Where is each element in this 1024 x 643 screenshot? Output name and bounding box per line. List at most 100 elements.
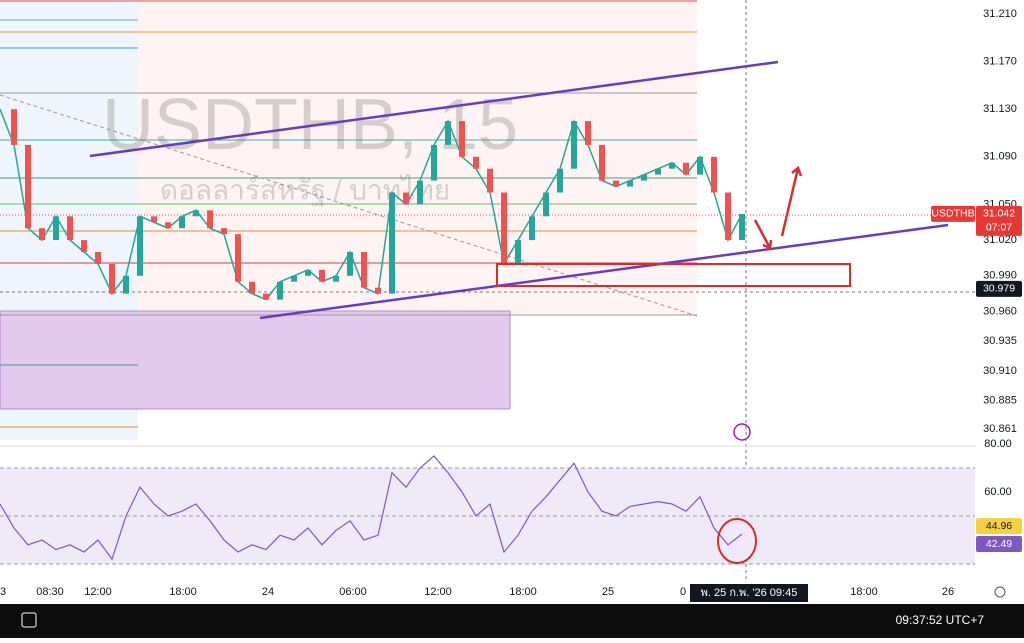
candle	[347, 252, 353, 276]
candle	[697, 156, 703, 175]
candle	[277, 281, 283, 300]
candle	[739, 213, 745, 241]
price-tick-label: 30.910	[983, 365, 1017, 377]
candle	[543, 192, 549, 217]
candle	[613, 180, 619, 187]
clock: 09:37:52 UTC+7	[896, 613, 985, 627]
candle	[501, 192, 507, 264]
time-label: 26	[942, 586, 954, 598]
candle	[711, 156, 717, 193]
candle	[459, 121, 465, 157]
candle	[361, 252, 367, 288]
candle	[53, 216, 59, 241]
price-tick-label: 31.090	[983, 151, 1017, 163]
candle	[333, 275, 339, 282]
price-tick-label: 30.885	[983, 395, 1017, 407]
candle	[165, 222, 171, 229]
price-tick-label: 30.935	[983, 335, 1017, 347]
candle	[431, 144, 437, 181]
symbol-badge: USDTHB	[931, 208, 974, 220]
candle	[179, 216, 185, 229]
highlight-circle	[717, 518, 757, 564]
candle	[95, 252, 101, 264]
zone-box	[496, 263, 851, 287]
candle	[207, 210, 213, 229]
candle	[403, 192, 409, 205]
time-label: 18:00	[850, 586, 878, 598]
candle	[319, 269, 325, 282]
time-label: 06:00	[339, 586, 367, 598]
demand-zone	[0, 310, 511, 410]
rsi-line	[0, 455, 743, 561]
rsi-ma-badge: 44.96	[986, 520, 1012, 532]
time-cursor: พ. 25 ก.พ. '26 09:45	[701, 587, 798, 599]
candle	[557, 168, 563, 193]
candle	[305, 269, 311, 276]
candle	[683, 162, 689, 175]
candle	[123, 275, 129, 294]
arrows	[753, 165, 803, 250]
time-label: 18:00	[169, 586, 197, 598]
rsi-tick-label: 80.00	[984, 438, 1012, 450]
candle	[11, 109, 17, 145]
price-tick-label: 31.130	[983, 103, 1017, 115]
candle	[655, 168, 661, 175]
rsi-badge: 42.49	[986, 538, 1012, 550]
candle	[585, 121, 591, 145]
candle	[291, 275, 297, 282]
price-tick-label: 30.990	[983, 270, 1017, 282]
candle	[669, 162, 675, 169]
price-tick-label: 31.020	[983, 234, 1017, 246]
countdown: 07:07	[986, 222, 1012, 234]
time-label: 3	[0, 586, 6, 598]
candle	[375, 287, 381, 294]
rsi-plot	[0, 455, 743, 561]
countdown-bg	[976, 219, 1022, 236]
candle	[137, 216, 143, 276]
time-label: 25	[602, 586, 614, 598]
price-tick-label: 30.861	[983, 423, 1017, 435]
price-tick-label: 31.170	[983, 56, 1017, 68]
panel-button[interactable]	[21, 612, 37, 628]
rsi-badge-bg	[976, 536, 1022, 553]
time-label: 12:00	[84, 586, 112, 598]
time-label: 24	[262, 586, 274, 598]
candle	[529, 216, 535, 241]
candle	[25, 144, 31, 229]
candle	[571, 121, 577, 169]
price-tick-label: 31.210	[983, 8, 1017, 20]
candle	[151, 216, 157, 223]
crosshair-price: 30.979	[983, 283, 1015, 295]
candle	[417, 180, 423, 205]
candle	[221, 228, 227, 235]
alert-icon[interactable]	[733, 423, 751, 441]
settings-icon[interactable]	[994, 586, 1006, 598]
crosshair-price-bg	[976, 280, 1022, 297]
candle	[389, 192, 395, 294]
candle	[235, 234, 241, 282]
candle	[109, 263, 115, 294]
trend-line	[89, 60, 779, 158]
candle	[249, 281, 255, 294]
trend-line	[259, 223, 949, 320]
candle	[641, 174, 647, 181]
candle	[81, 240, 87, 252]
last-price-bg	[976, 205, 1022, 222]
candle	[725, 192, 731, 241]
candle	[627, 180, 633, 187]
candle	[193, 210, 199, 217]
time-label: 08:30	[36, 586, 64, 598]
fib-levels	[0, 0, 975, 580]
time-label: 18:00	[509, 586, 537, 598]
candle	[39, 228, 45, 241]
bottom-bar	[0, 604, 1024, 638]
candle	[487, 168, 493, 193]
candle	[263, 293, 269, 300]
axes: 31.21031.17031.13031.09031.05031.02030.9…	[0, 8, 1022, 598]
last-price: 31.042	[983, 208, 1015, 220]
time-label: 0	[680, 586, 686, 598]
candle	[67, 216, 73, 241]
rsi-ma-badge-bg	[976, 518, 1022, 535]
candle	[445, 121, 451, 145]
candle	[599, 144, 605, 181]
